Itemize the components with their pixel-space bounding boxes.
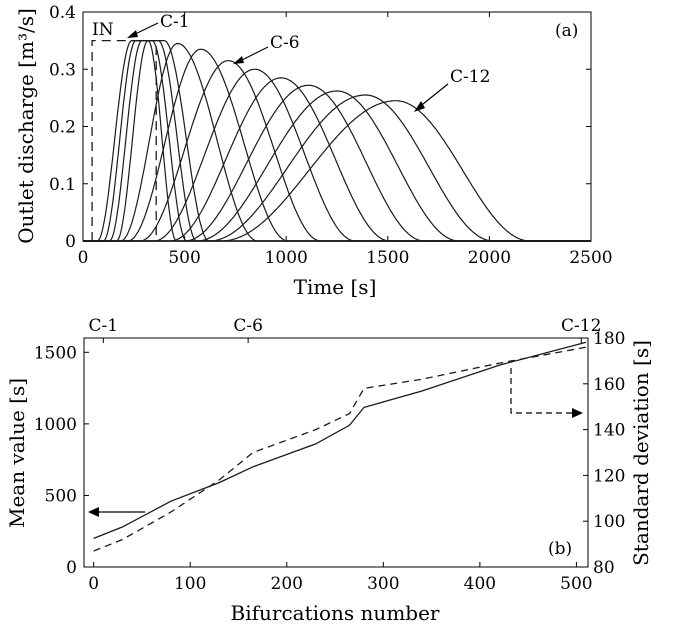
series-c-5 [83, 42, 591, 242]
b-x-tick-label: 0 [88, 574, 99, 594]
b-left-y-tick-label: 1500 [34, 343, 77, 363]
b-x-tick-label: 400 [464, 574, 496, 594]
panel-b-tag: (b) [548, 539, 572, 559]
b-right-y-tick-label: 120 [593, 466, 625, 486]
a-x-tick-label: 1500 [366, 248, 409, 268]
panel-a: 0 0.1 0.2 0.3 0.4 0 500 1000 1500 2000 2500 (a) I… [14, 3, 613, 299]
series-c-3 [83, 40, 591, 242]
annotation-in: IN [92, 20, 114, 40]
b-top-labels: C-1 C-6 C-12 [89, 316, 601, 343]
a-y-ticks: 0 0.1 0.2 0.3 0.4 [49, 3, 591, 252]
b-right-y-tick-label: 140 [593, 421, 625, 441]
series-c-1 [83, 40, 591, 242]
b-x-tick-label: 300 [367, 574, 399, 594]
arrow-c-12 [417, 83, 449, 109]
plot-b-frame [83, 337, 589, 568]
series-c-13 [83, 100, 591, 242]
series-c-2 [83, 40, 591, 242]
plot-a-frame [82, 11, 592, 242]
b-right-y-axis-label: Standard deviation [s] [629, 340, 653, 566]
series-c-4 [83, 40, 591, 242]
series-c-6 [83, 48, 591, 242]
b-left-y-tick-label: 0 [66, 558, 77, 578]
a-y-tick-label: 0.4 [49, 3, 76, 23]
b-right-y-tick-label: 180 [593, 329, 625, 349]
mean-axis-arrowhead [88, 507, 99, 517]
std-axis-arrow [510, 368, 574, 414]
a-x-tick-label: 2500 [569, 248, 612, 268]
a-y-tick-label: 0 [65, 232, 76, 252]
b-left-y-tick-label: 500 [45, 486, 77, 506]
b-x-axis-label: Bifurcations number [231, 601, 440, 625]
panel-a-tag: (a) [555, 21, 578, 41]
b-left-y-tick-label: 1000 [34, 415, 77, 435]
a-x-tick-label: 1000 [265, 248, 308, 268]
std-axis-arrowhead [572, 408, 583, 418]
annotation-c-1: C-1 [160, 12, 190, 32]
a-x-tick-label: 0 [78, 248, 89, 268]
b-x-tick-label: 100 [174, 574, 206, 594]
b-left-y-axis-label: Mean value [s] [5, 378, 29, 528]
a-x-ticks: 0 500 1000 1500 2000 2500 [78, 12, 613, 268]
b-x-ticks: 0 100 200 300 400 500 [88, 562, 593, 594]
a-x-tick-label: 500 [168, 248, 200, 268]
series-c-8 [83, 68, 591, 242]
a-x-tick-label: 2000 [468, 248, 511, 268]
a-y-tick-label: 0.2 [49, 118, 76, 138]
b-right-y-tick-label: 100 [593, 512, 625, 532]
b-right-y-tick-label: 160 [593, 375, 625, 395]
b-top-label: C-1 [89, 316, 119, 336]
b-right-y-ticks: 80 100 120 140 160 180 [583, 329, 625, 578]
a-x-axis-label: Time [s] [294, 275, 377, 299]
standard-deviation-line [93, 346, 587, 552]
annotation-c-12: C-12 [450, 67, 490, 87]
arrowhead-c-6 [233, 56, 244, 64]
a-y-tick-label: 0.3 [49, 60, 76, 80]
b-x-tick-label: 200 [271, 574, 303, 594]
a-curves [83, 40, 591, 242]
arrowhead-c-12 [414, 101, 425, 112]
arrowhead-c-1 [127, 30, 138, 38]
panel-b: 0 500 1000 1500 80 100 120 140 160 180 0 100 200 30… [5, 316, 653, 625]
annotation-c-6: C-6 [270, 33, 300, 53]
b-top-label: C-6 [233, 316, 263, 336]
a-y-axis-label: Outlet discharge [m³/s] [14, 8, 38, 244]
inlet-hydrograph-line [91, 39, 157, 241]
b-left-y-ticks: 0 500 1000 1500 [34, 343, 89, 578]
b-x-tick-label: 500 [560, 574, 592, 594]
a-y-tick-label: 0.1 [49, 175, 76, 195]
mean-value-line [93, 341, 587, 540]
b-top-label: C-12 [561, 316, 601, 336]
b-right-y-tick-label: 80 [593, 558, 615, 578]
